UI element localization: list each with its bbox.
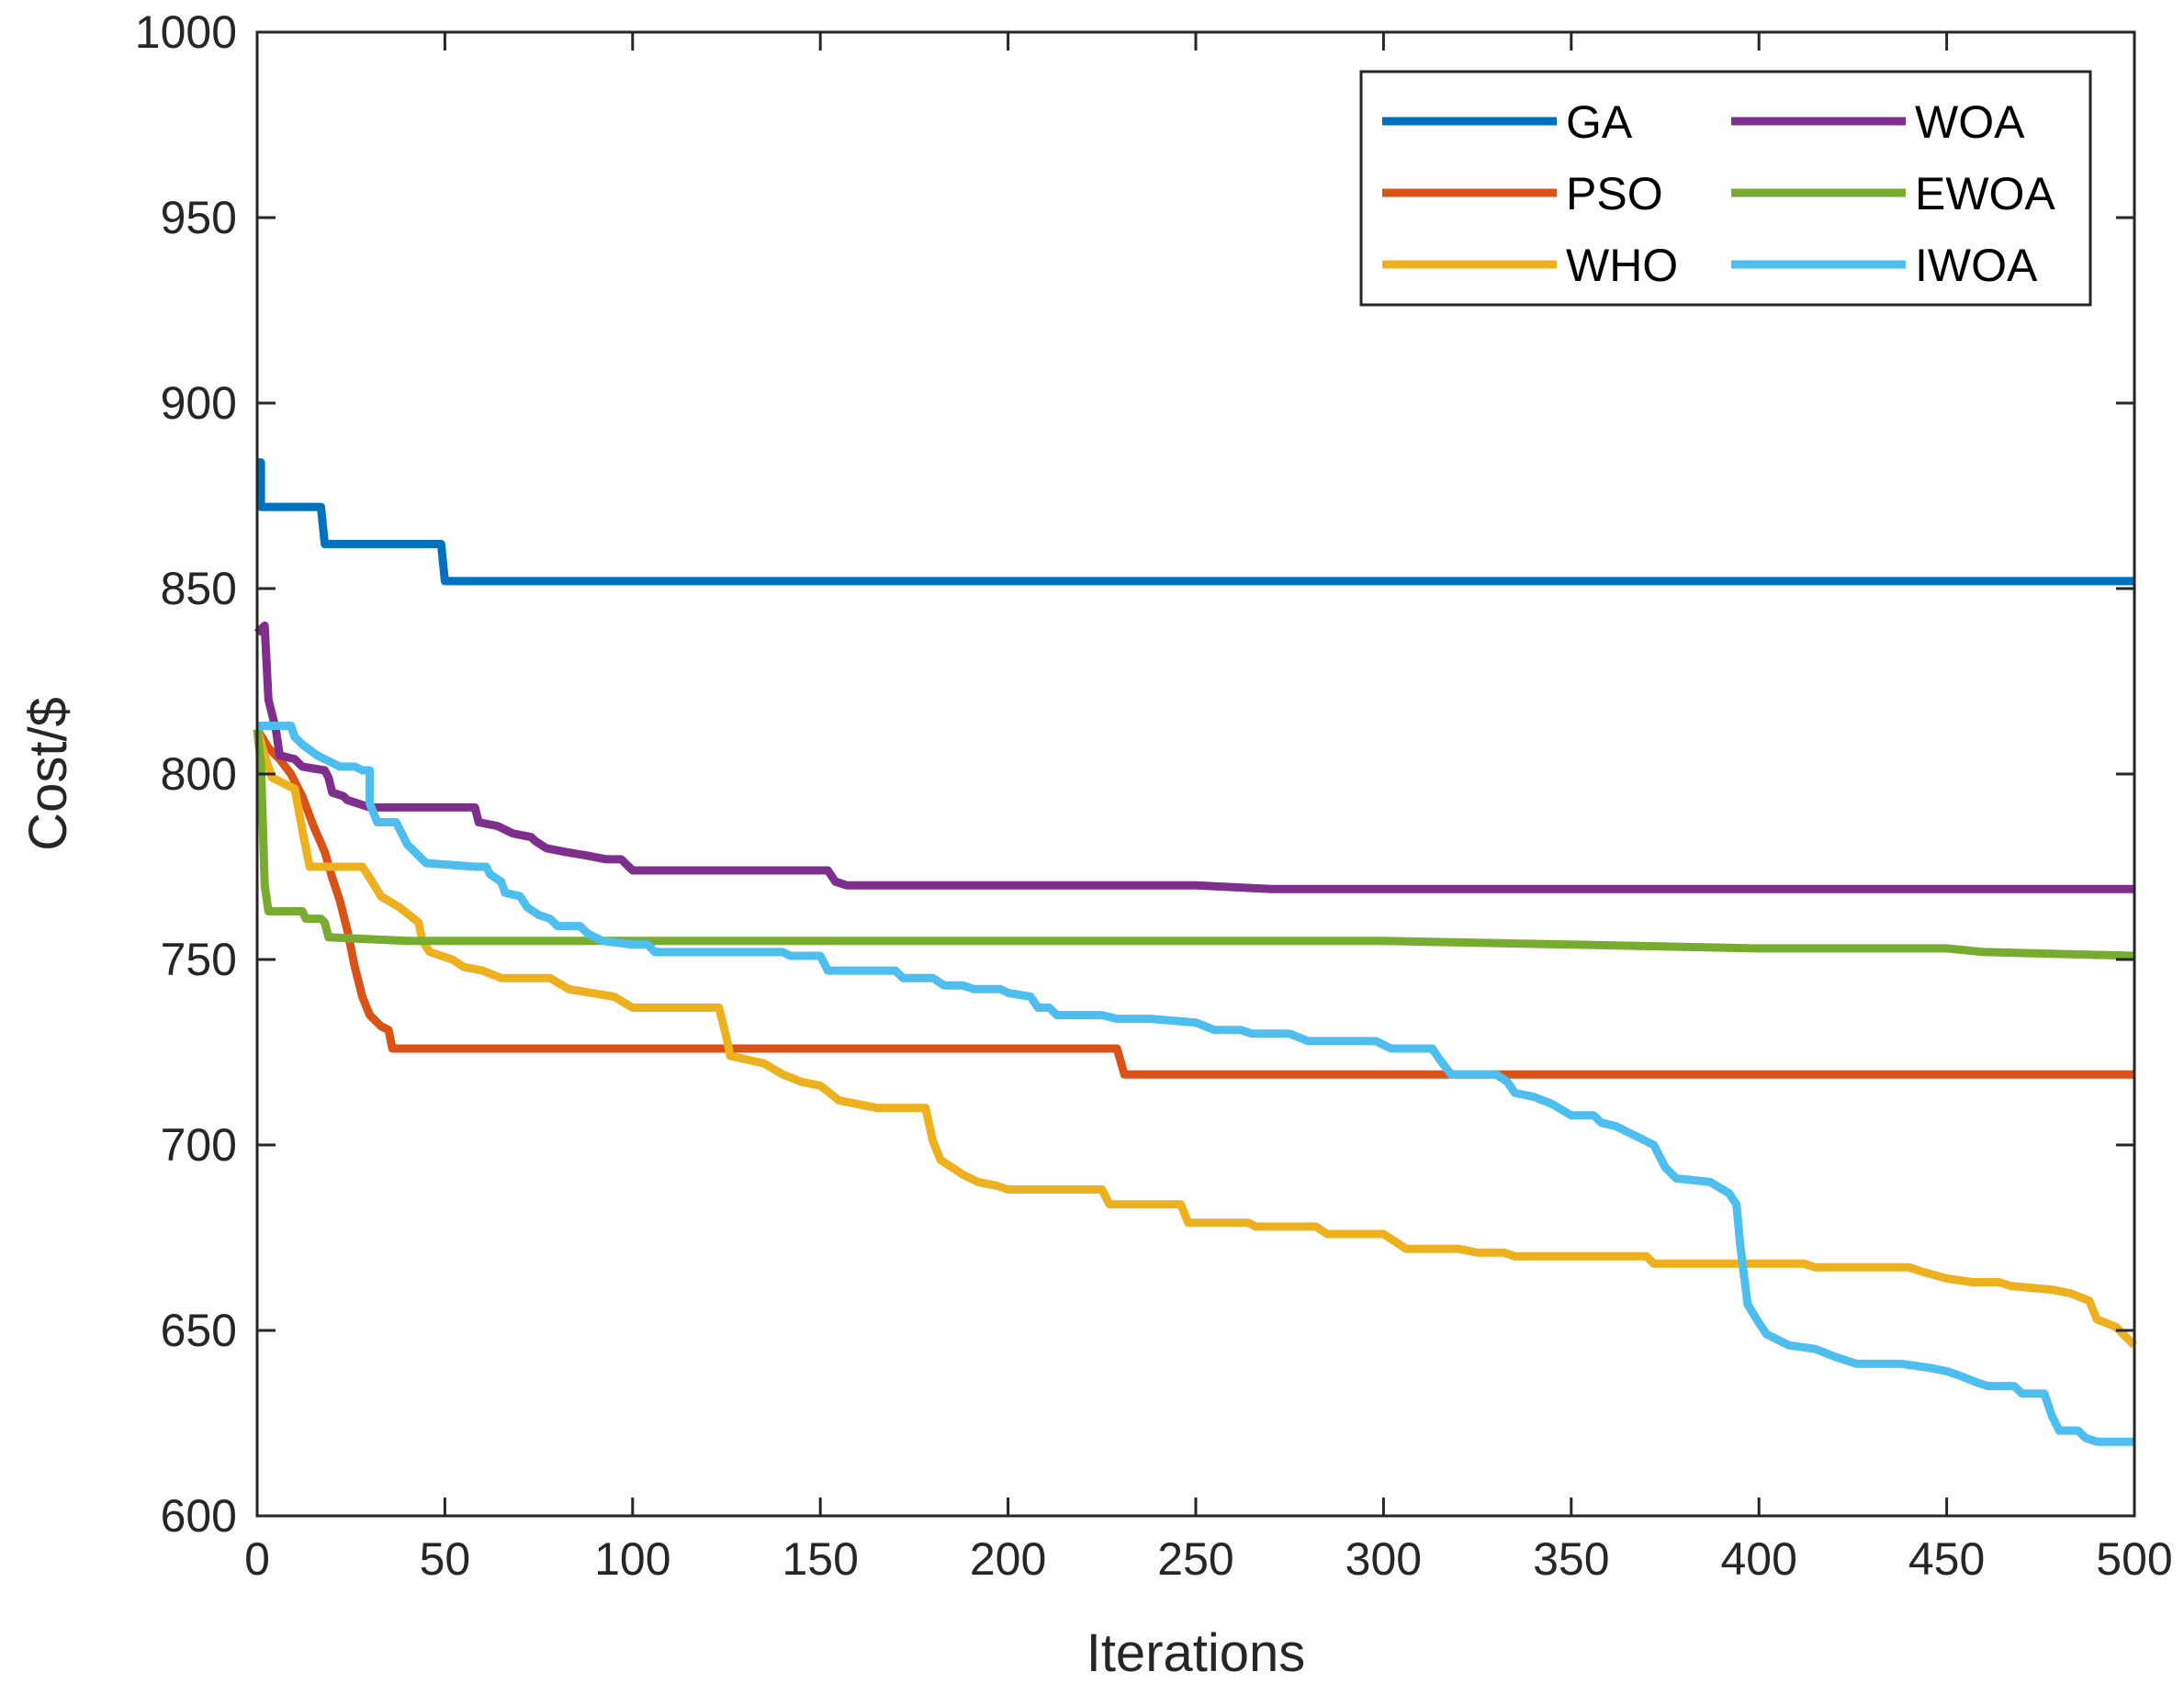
x-tick-label: 50 — [420, 1533, 471, 1585]
series-line-woa — [253, 621, 2134, 893]
y-tick-label: 1000 — [135, 6, 237, 58]
legend-label-ewoa: EWOA — [1915, 168, 2055, 219]
series-line-who — [253, 728, 2138, 1349]
series-line-ewoa — [253, 728, 2135, 960]
legend-label-iwoa: IWOA — [1915, 240, 2038, 291]
x-tick-label: 200 — [970, 1533, 1046, 1585]
y-tick-label: 800 — [161, 748, 237, 800]
x-tick-label: 400 — [1720, 1533, 1796, 1585]
y-tick-label: 650 — [161, 1305, 237, 1356]
series-layer — [253, 458, 2138, 1446]
legend-label-pso: PSO — [1566, 168, 1663, 219]
x-axis-label: Iterations — [1086, 1623, 1306, 1683]
legend-label-who: WHO — [1566, 240, 1678, 291]
x-tick-label: 300 — [1345, 1533, 1422, 1585]
y-axis-label: Cost/$ — [18, 697, 78, 851]
x-tick-label: 150 — [782, 1533, 858, 1585]
y-tick-label: 950 — [161, 192, 237, 243]
y-tick-label: 700 — [161, 1119, 237, 1171]
series-line-ga — [256, 458, 2134, 586]
series-line-iwoa — [257, 722, 2134, 1446]
legend: GA PSO WHO WOA EWOA IWOA — [1359, 70, 2092, 307]
legend-label-ga: GA — [1566, 96, 1633, 148]
x-tick-label: 100 — [594, 1533, 670, 1585]
series-line-pso — [253, 727, 2134, 1079]
ticks-layer: 0 50 100 150 200 250 300 350 400 450 500 600 650 700 7… — [135, 6, 2173, 1585]
x-tick-label: 250 — [1157, 1533, 1233, 1585]
x-tick-label: 0 — [244, 1533, 270, 1585]
x-tick-label: 350 — [1533, 1533, 1609, 1585]
y-tick-label: 850 — [161, 563, 237, 614]
x-tick-label: 500 — [2096, 1533, 2172, 1585]
y-tick-label: 600 — [161, 1490, 237, 1542]
x-tick-label: 450 — [1908, 1533, 1985, 1585]
y-tick-label: 900 — [161, 377, 237, 429]
y-tick-label: 750 — [161, 934, 237, 985]
legend-label-woa: WOA — [1915, 96, 2025, 148]
